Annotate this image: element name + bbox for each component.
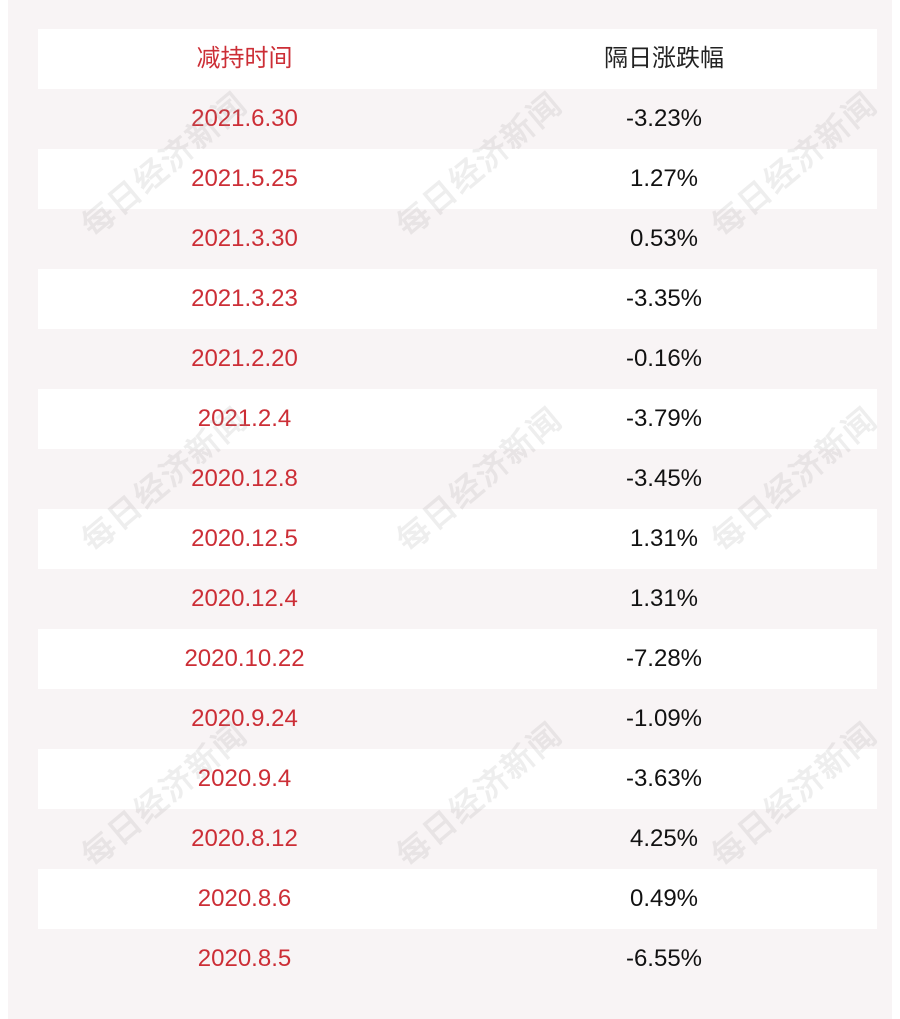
- table-row: 2020.12.8 -3.45%: [38, 449, 877, 509]
- table-row: 2020.12.4 1.31%: [38, 569, 877, 629]
- table-row: 2020.12.5 1.31%: [38, 509, 877, 569]
- row-date: 2020.8.6: [197, 885, 292, 912]
- row-date: 2020.12.5: [191, 525, 298, 552]
- row-change: 0.53%: [629, 225, 699, 252]
- table-row: 2020.8.6 0.49%: [38, 869, 877, 929]
- row-date: 2020.12.8: [191, 465, 298, 492]
- row-date: 2021.2.20: [191, 345, 298, 372]
- row-date: 2021.3.30: [191, 225, 298, 252]
- row-date: 2021.3.23: [191, 285, 298, 312]
- table-header-row: 减持时间 隔日涨跌幅: [38, 29, 877, 89]
- row-change: -3.45%: [625, 465, 703, 492]
- table-row: 2021.2.20 -0.16%: [38, 329, 877, 389]
- holdings-reduction-table: 减持时间 隔日涨跌幅 2021.6.30 -3.23% 2021.5.25 1.…: [38, 29, 877, 989]
- row-date: 2020.9.4: [197, 765, 292, 792]
- row-date: 2020.10.22: [184, 645, 305, 672]
- row-change: -3.35%: [625, 285, 703, 312]
- table-row: 2021.2.4 -3.79%: [38, 389, 877, 449]
- row-change: -1.09%: [625, 705, 703, 732]
- row-change: 1.27%: [629, 165, 699, 192]
- row-date: 2020.8.5: [197, 945, 292, 972]
- row-change: -6.55%: [625, 945, 703, 972]
- table-row: 2020.9.24 -1.09%: [38, 689, 877, 749]
- row-change: 1.31%: [629, 585, 699, 612]
- row-change: -3.79%: [625, 405, 703, 432]
- row-change: -0.16%: [625, 345, 703, 372]
- row-change: -7.28%: [625, 645, 703, 672]
- row-date: 2020.9.24: [191, 705, 298, 732]
- row-change: 1.31%: [629, 525, 699, 552]
- row-date: 2020.12.4: [191, 585, 298, 612]
- table-row: 2021.3.23 -3.35%: [38, 269, 877, 329]
- row-change: 0.49%: [629, 885, 699, 912]
- table-row: 2020.8.12 4.25%: [38, 809, 877, 869]
- row-date: 2021.5.25: [191, 165, 298, 192]
- row-date: 2020.8.12: [191, 825, 298, 852]
- table-row: 2020.10.22 -7.28%: [38, 629, 877, 689]
- row-date: 2021.6.30: [191, 105, 298, 132]
- table-row: 2021.6.30 -3.23%: [38, 89, 877, 149]
- header-change: 隔日涨跌幅: [604, 45, 724, 72]
- table-row: 2020.8.5 -6.55%: [38, 929, 877, 989]
- row-change: 4.25%: [629, 825, 699, 852]
- row-change: -3.63%: [625, 765, 703, 792]
- table-row: 2021.3.30 0.53%: [38, 209, 877, 269]
- table-row: 2021.5.25 1.27%: [38, 149, 877, 209]
- table-row: 2020.9.4 -3.63%: [38, 749, 877, 809]
- header-date: 减持时间: [196, 45, 293, 72]
- row-date: 2021.2.4: [197, 405, 292, 432]
- row-change: -3.23%: [625, 105, 703, 132]
